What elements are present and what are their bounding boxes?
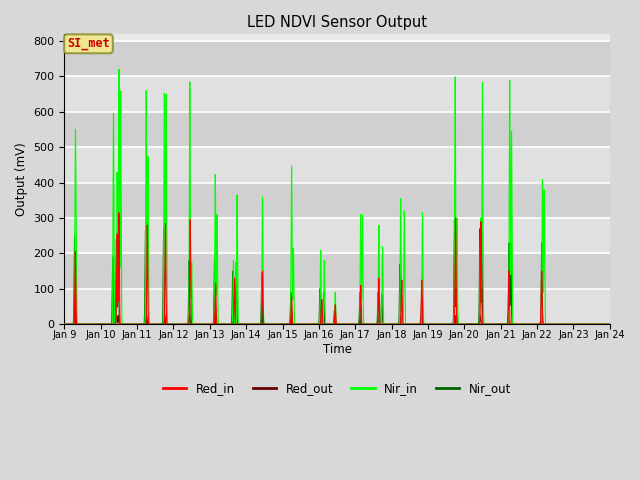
Bar xyxy=(65,41,610,76)
Bar xyxy=(65,289,610,324)
Title: LED NDVI Sensor Output: LED NDVI Sensor Output xyxy=(247,15,427,30)
Bar xyxy=(65,253,610,289)
Bar xyxy=(65,76,610,112)
Bar xyxy=(65,147,610,182)
Legend: Red_in, Red_out, Nir_in, Nir_out: Red_in, Red_out, Nir_in, Nir_out xyxy=(158,377,516,399)
Y-axis label: Output (mV): Output (mV) xyxy=(15,142,28,216)
Text: SI_met: SI_met xyxy=(67,37,110,50)
Bar xyxy=(65,112,610,147)
X-axis label: Time: Time xyxy=(323,343,351,356)
Bar xyxy=(65,218,610,253)
Bar xyxy=(65,182,610,218)
